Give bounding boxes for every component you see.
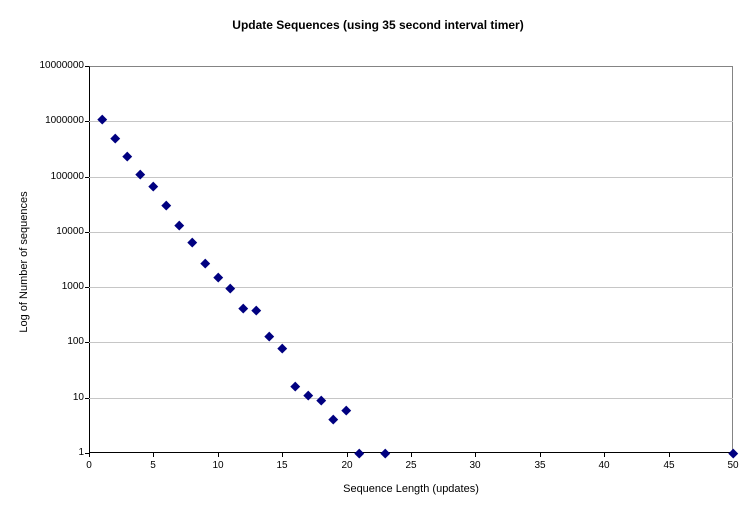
x-tick-label: 15 bbox=[276, 460, 288, 471]
x-tick-label: 35 bbox=[534, 460, 546, 471]
x-tick-label: 45 bbox=[663, 460, 675, 471]
y-tick-label: 10000000 bbox=[39, 60, 85, 71]
plot-area bbox=[89, 66, 733, 453]
y-tick-label: 1000000 bbox=[45, 115, 84, 126]
x-axis-tick bbox=[153, 453, 154, 457]
y-tick-label: 100000 bbox=[50, 171, 84, 182]
x-tick-label: 5 bbox=[150, 460, 156, 471]
gridline bbox=[89, 287, 733, 288]
gridline bbox=[89, 232, 733, 233]
y-axis-tick bbox=[85, 177, 89, 178]
y-axis-tick bbox=[85, 66, 89, 67]
x-axis-tick bbox=[282, 453, 283, 457]
gridline bbox=[89, 342, 733, 343]
x-tick-label: 10 bbox=[212, 460, 224, 471]
x-axis-tick bbox=[475, 453, 476, 457]
y-axis-tick bbox=[85, 453, 89, 454]
x-tick-label: 40 bbox=[598, 460, 610, 471]
x-axis-tick bbox=[540, 453, 541, 457]
x-tick-label: 50 bbox=[727, 460, 739, 471]
x-tick-label: 25 bbox=[405, 460, 417, 471]
y-tick-label: 10 bbox=[72, 392, 84, 403]
y-axis-tick bbox=[85, 398, 89, 399]
gridline bbox=[89, 177, 733, 178]
x-tick-label: 30 bbox=[469, 460, 481, 471]
x-axis-tick bbox=[669, 453, 670, 457]
y-axis-tick bbox=[85, 287, 89, 288]
x-axis-tick bbox=[218, 453, 219, 457]
gridline bbox=[89, 121, 733, 122]
x-axis-title: Sequence Length (updates) bbox=[343, 483, 479, 495]
x-axis-tick bbox=[89, 453, 90, 457]
x-tick-label: 20 bbox=[341, 460, 353, 471]
chart-title: Update Sequences (using 35 second interv… bbox=[232, 18, 524, 32]
x-tick-label: 0 bbox=[86, 460, 92, 471]
y-axis-tick bbox=[85, 342, 89, 343]
gridline bbox=[89, 398, 733, 399]
y-tick-label: 100 bbox=[67, 336, 84, 347]
x-axis-tick bbox=[347, 453, 348, 457]
y-axis-title: Log of Number of sequences bbox=[18, 191, 30, 333]
y-axis-tick bbox=[85, 121, 89, 122]
y-axis-tick bbox=[85, 232, 89, 233]
y-tick-label: 1000 bbox=[61, 281, 84, 292]
x-axis-tick bbox=[411, 453, 412, 457]
x-axis-tick bbox=[604, 453, 605, 457]
y-tick-label: 1 bbox=[78, 447, 84, 458]
y-tick-label: 10000 bbox=[56, 226, 84, 237]
